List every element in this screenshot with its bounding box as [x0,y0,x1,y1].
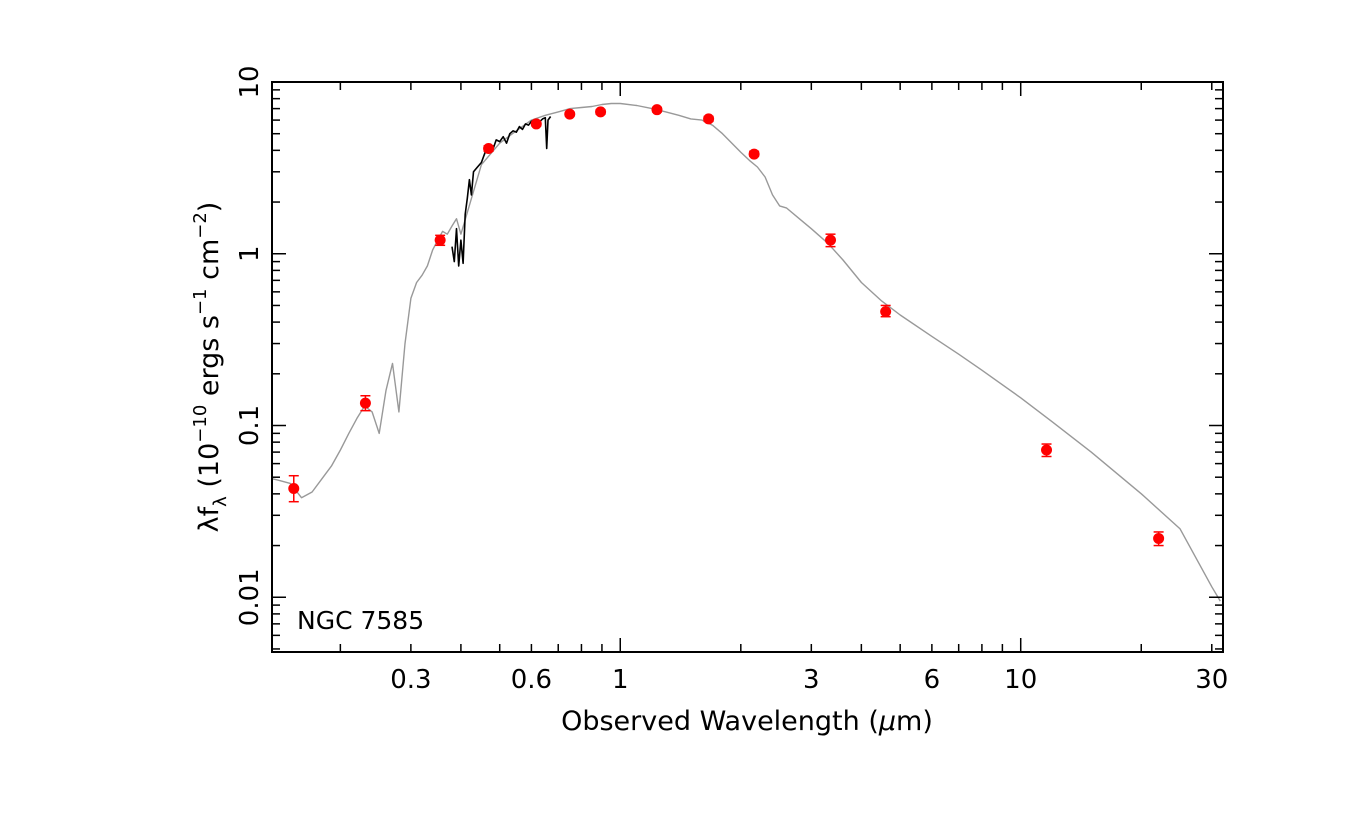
labels-layer: 0.3 0.6 1 3 6 10 30 0.01 0.1 1 10 [235,65,1228,695]
y-tick-label: 0.01 [235,568,265,626]
photometry-point [564,108,576,120]
photometry-point [651,104,663,116]
photometry-point [434,234,446,246]
photometry-point [825,234,837,246]
photometry-point [530,118,542,130]
plot-frame [271,81,1224,653]
photometry-point [595,106,607,118]
photometry-point [483,143,495,155]
x-tick-label: 0.6 [511,665,552,695]
photometry-point [703,113,715,125]
model-sed-line [271,102,1221,602]
photometry-point [1041,444,1053,456]
optical-spectrum-line [451,116,552,267]
photometry-point [1153,532,1165,544]
y-tick-label: 10 [235,65,265,98]
points-layer [288,104,1165,547]
photometry-point [359,397,371,409]
x-tick-label: 1 [612,665,629,695]
photometry-point [880,306,892,318]
x-tick-label: 30 [1195,665,1228,695]
ticks-layer [272,81,1223,652]
photometry-point [748,148,760,160]
x-tick-label: 0.3 [390,665,431,695]
x-tick-label: 10 [1004,665,1037,695]
annotation-label: NGC 7585 [297,606,424,635]
y-axis-title: λfλ (10−10 ergs s−1 cm−2) [190,202,231,533]
spectrum-layer [451,116,552,267]
y-tick-label: 0.1 [235,405,265,446]
y-tick-label: 1 [235,245,265,262]
photometry-point [288,482,300,494]
axes-layer [271,81,1224,653]
x-axis-title: Observed Wavelength (μm) [561,706,933,737]
x-tick-label: 6 [924,665,941,695]
model-layer [271,102,1221,602]
x-tick-label: 3 [803,665,820,695]
